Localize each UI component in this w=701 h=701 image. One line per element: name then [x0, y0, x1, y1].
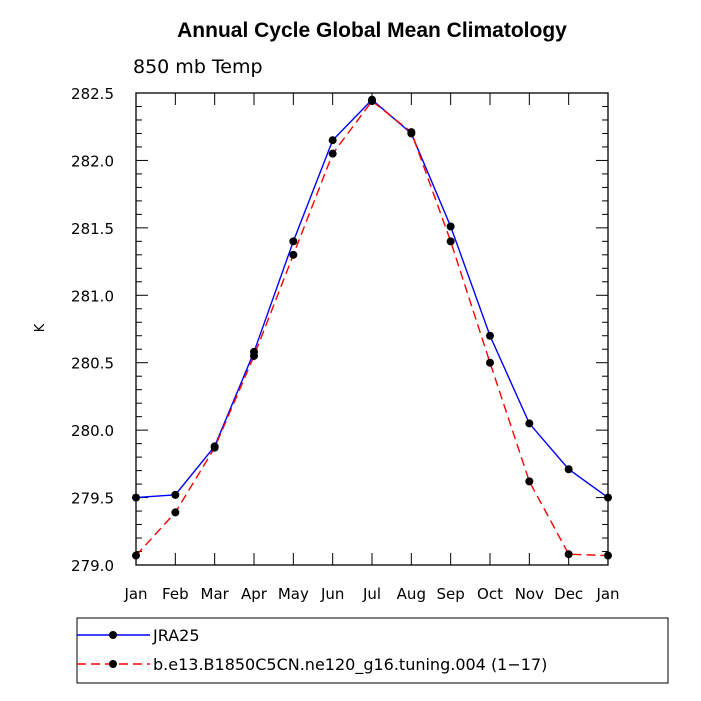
series-1-point: [525, 477, 534, 486]
x-tick-label: Jan: [123, 585, 147, 603]
series-lines: [132, 95, 612, 560]
series-0-point: [525, 419, 534, 428]
legend-marker-jra25: [109, 631, 117, 639]
x-tick-label: Feb: [162, 585, 189, 603]
legend: JRA25 b.e13.B1850C5CN.ne120_g16.tuning.0…: [76, 617, 669, 684]
chart-title: Annual Cycle Global Mean Climatology: [177, 19, 567, 42]
x-tick-label: Jan: [595, 585, 619, 603]
series-0-point: [446, 222, 455, 231]
series-1-point: [368, 97, 376, 106]
x-tick-label: Apr: [241, 585, 268, 603]
y-axis-label: K: [33, 323, 48, 332]
x-tick-label: Jun: [320, 585, 344, 603]
y-tick-label: 279.5: [71, 490, 114, 508]
x-tick-label: Jul: [362, 585, 381, 603]
series-line-1: [135, 100, 609, 557]
x-tick-label: Dec: [554, 585, 583, 603]
series-1-point: [210, 443, 219, 452]
y-tick-label: 280.0: [71, 422, 114, 440]
legend-label-tuning: b.e13.B1850C5CN.ne120_g16.tuning.004 (1−…: [153, 655, 547, 675]
y-tick-label: 281.5: [71, 220, 114, 238]
series-0-point: [328, 136, 337, 145]
series-1-point: [446, 237, 455, 246]
y-tick-label: 282.5: [71, 85, 114, 103]
tick-labels: 279.0 279.5 280.0 280.5 281.0 281.5 282.0 282.5…: [71, 85, 620, 603]
series-0-point: [564, 465, 573, 474]
y-tick-label: 281.0: [71, 287, 114, 305]
x-tick-label: Nov: [515, 585, 544, 603]
x-tick-label: Sep: [437, 585, 465, 603]
series-line-0: [135, 98, 609, 499]
series-1-point: [289, 250, 298, 259]
series-1-point: [407, 128, 416, 137]
axis-ticks: [135, 92, 609, 566]
series-1-point: [564, 550, 573, 559]
legend-label-jra25: JRA25: [152, 626, 200, 645]
y-tick-label: 279.0: [71, 557, 114, 575]
x-tick-label: Mar: [201, 585, 230, 603]
plot-frame: [135, 92, 609, 566]
series-0-point: [289, 237, 298, 246]
chart-subtitle: 850 mb Temp: [133, 56, 263, 78]
series-1-point: [250, 351, 258, 360]
x-tick-label: Oct: [477, 585, 503, 603]
legend-box: [76, 617, 669, 684]
legend-marker-tuning: [109, 660, 117, 668]
series-0-point: [171, 490, 180, 499]
x-tick-label: Aug: [397, 585, 426, 603]
series-1-point: [328, 149, 337, 158]
x-tick-label: May: [278, 585, 309, 603]
series-1-point: [171, 508, 180, 517]
y-tick-label: 280.5: [71, 355, 114, 373]
series-1-point: [486, 358, 494, 367]
y-tick-label: 282.0: [71, 152, 114, 170]
series-0-point: [486, 331, 494, 340]
